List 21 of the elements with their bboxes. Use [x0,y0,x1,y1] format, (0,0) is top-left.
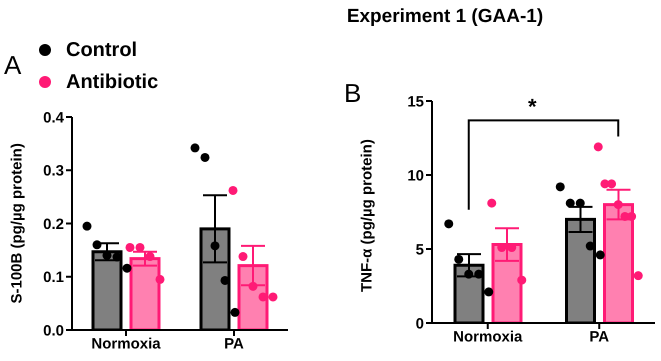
y-axis-title: S-100B (pg/µg protein) [8,143,26,304]
x-tick-label: Normoxia [91,336,162,353]
y-tick-label: 10 [407,167,424,184]
y-axis-title: TNF-α (pg/µg protein) [358,139,376,292]
x-tick-label: Normoxia [453,328,523,346]
y-tick-label: 0.0 [43,322,64,340]
y-tick-label: 5 [416,241,424,258]
text: B [344,78,362,108]
y-tick-label: 0.3 [43,162,64,180]
text: A [4,50,22,80]
y-tick-label: 0 [416,315,424,332]
y-tick-label: 15 [407,93,424,110]
legend-label: Antibiotic [66,70,158,94]
y-tick-label: 0.4 [43,109,65,126]
y-tick-label: 0.2 [43,216,64,233]
x-tick-label: PA [589,328,610,346]
chart-title: Experiment 1 (GAA-1) [346,6,544,28]
y-tick-label: 0.1 [43,269,64,286]
legend-label: Control [66,38,138,62]
annotation: * [528,94,537,119]
x-tick-label: PA [224,336,244,353]
